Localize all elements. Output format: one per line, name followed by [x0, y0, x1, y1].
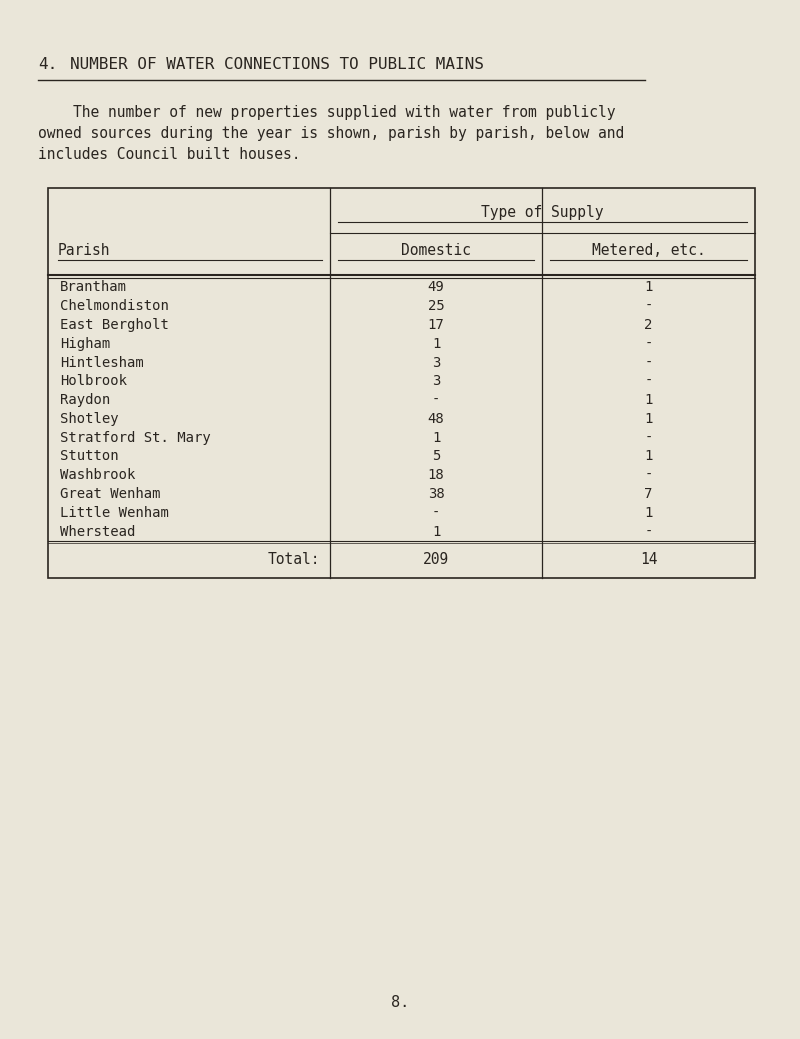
Text: Metered, etc.: Metered, etc.	[592, 243, 706, 258]
Text: 1: 1	[644, 411, 653, 426]
Text: 1: 1	[644, 281, 653, 294]
Text: 1: 1	[432, 337, 440, 351]
Text: Wherstead: Wherstead	[60, 525, 135, 538]
Text: 1: 1	[432, 431, 440, 445]
Text: owned sources during the year is shown, parish by parish, below and: owned sources during the year is shown, …	[38, 126, 624, 141]
Text: -: -	[644, 337, 653, 351]
Text: 25: 25	[428, 299, 444, 313]
Text: Shotley: Shotley	[60, 411, 118, 426]
Text: Hintlesham: Hintlesham	[60, 355, 144, 370]
Text: -: -	[644, 374, 653, 389]
Text: Little Wenham: Little Wenham	[60, 506, 169, 520]
Text: East Bergholt: East Bergholt	[60, 318, 169, 332]
Text: Chelmondiston: Chelmondiston	[60, 299, 169, 313]
Text: 7: 7	[644, 487, 653, 501]
Text: 5: 5	[432, 450, 440, 463]
Text: 48: 48	[428, 411, 444, 426]
Text: 209: 209	[423, 552, 449, 567]
Text: Higham: Higham	[60, 337, 110, 351]
Text: 1: 1	[644, 393, 653, 407]
Text: 18: 18	[428, 469, 444, 482]
Text: -: -	[644, 299, 653, 313]
Text: Raydon: Raydon	[60, 393, 110, 407]
Text: 1: 1	[644, 506, 653, 520]
Text: -: -	[644, 525, 653, 538]
Text: 38: 38	[428, 487, 444, 501]
Text: The number of new properties supplied with water from publicly: The number of new properties supplied wi…	[38, 105, 615, 119]
Text: Parish: Parish	[58, 243, 110, 258]
Text: Holbrook: Holbrook	[60, 374, 127, 389]
Text: 3: 3	[432, 374, 440, 389]
Text: Great Wenham: Great Wenham	[60, 487, 161, 501]
Text: Total:: Total:	[267, 552, 320, 567]
Text: includes Council built houses.: includes Council built houses.	[38, 146, 301, 162]
Text: -: -	[432, 506, 440, 520]
Text: -: -	[432, 393, 440, 407]
Text: -: -	[644, 469, 653, 482]
Text: 2: 2	[644, 318, 653, 332]
Text: NUMBER OF WATER CONNECTIONS TO PUBLIC MAINS: NUMBER OF WATER CONNECTIONS TO PUBLIC MA…	[70, 57, 484, 72]
Text: 3: 3	[432, 355, 440, 370]
Bar	[48, 188, 755, 578]
Text: 4.: 4.	[38, 57, 58, 72]
Text: 17: 17	[428, 318, 444, 332]
Text: Domestic: Domestic	[401, 243, 471, 258]
Text: 1: 1	[432, 525, 440, 538]
Text: 1: 1	[644, 450, 653, 463]
Text: -: -	[644, 431, 653, 445]
Text: Stutton: Stutton	[60, 450, 118, 463]
Text: -: -	[644, 355, 653, 370]
Text: 8.: 8.	[391, 995, 409, 1010]
Text: Stratford St. Mary: Stratford St. Mary	[60, 431, 210, 445]
Text: Brantham: Brantham	[60, 281, 127, 294]
Text: Washbrook: Washbrook	[60, 469, 135, 482]
Text: Type of Supply: Type of Supply	[482, 205, 604, 220]
Text: 49: 49	[428, 281, 444, 294]
Text: 14: 14	[640, 552, 658, 567]
